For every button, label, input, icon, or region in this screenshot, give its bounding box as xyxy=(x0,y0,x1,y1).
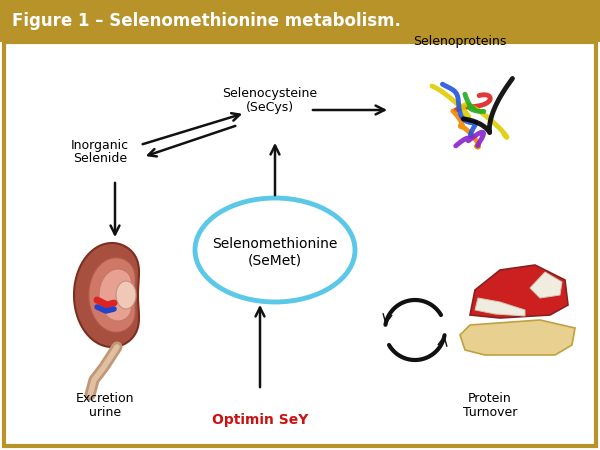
Text: urine: urine xyxy=(89,405,121,418)
Ellipse shape xyxy=(195,198,355,302)
Text: Selenoproteins: Selenoproteins xyxy=(413,36,506,49)
Ellipse shape xyxy=(116,281,136,309)
Text: Selenomethionine: Selenomethionine xyxy=(212,237,338,251)
Text: Selenide: Selenide xyxy=(73,153,127,166)
Polygon shape xyxy=(74,243,139,347)
Polygon shape xyxy=(530,272,562,298)
Polygon shape xyxy=(460,320,575,355)
FancyBboxPatch shape xyxy=(4,42,596,446)
Polygon shape xyxy=(475,298,525,316)
Text: Selenocysteine: Selenocysteine xyxy=(223,86,317,99)
Text: Protein: Protein xyxy=(468,392,512,405)
Polygon shape xyxy=(470,265,568,318)
FancyBboxPatch shape xyxy=(0,0,600,42)
Text: Excretion: Excretion xyxy=(76,392,134,405)
Polygon shape xyxy=(89,257,136,333)
Polygon shape xyxy=(99,269,131,321)
Text: (SeMet): (SeMet) xyxy=(248,253,302,267)
Text: Figure 1 – Selenomethionine metabolism.: Figure 1 – Selenomethionine metabolism. xyxy=(12,12,401,30)
Text: (SeCys): (SeCys) xyxy=(246,100,294,113)
Text: Inorganic: Inorganic xyxy=(71,139,129,152)
Text: Optimin SeY: Optimin SeY xyxy=(212,413,308,427)
Text: Turnover: Turnover xyxy=(463,405,517,418)
